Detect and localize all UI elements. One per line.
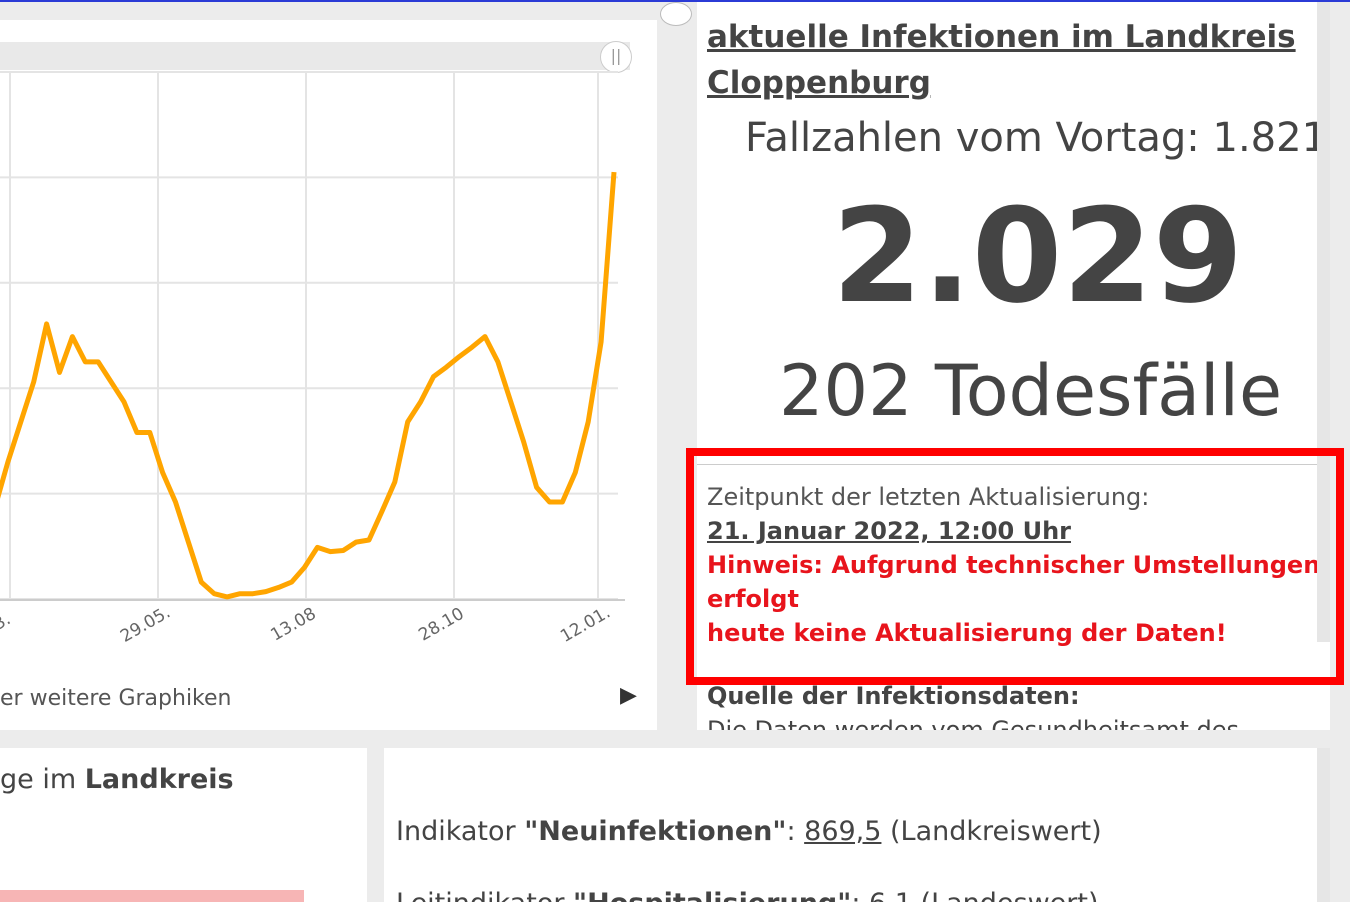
title-line: aktuelle Infektionen im Landkreis: [707, 19, 1296, 55]
update-date[interactable]: 21. Januar 2022, 12:00 Uhr: [707, 517, 1071, 545]
info-title: aktuelle Infektionen im Landkreis Cloppen…: [707, 14, 1296, 106]
previous-day: Fallzahlen vom Vortag: 1.821: [745, 115, 1328, 161]
chart-footer[interactable]: er weitere Graphiken: [0, 686, 232, 711]
update-info: Zeitpunkt der letzten Aktualisierung: 21…: [707, 480, 1320, 650]
highlight-box: [686, 448, 1344, 685]
x-tick-label: 13.08: [267, 604, 319, 646]
indicator: Indikator "Neuinfektionen": 869,5 (Landk…: [396, 796, 1102, 868]
source-label: Quelle der Infektionsdaten:: [707, 682, 1080, 710]
indicator-name: "Neuinfektionen": [524, 816, 787, 847]
divider: [697, 464, 1330, 465]
indicator-value[interactable]: 6,1: [869, 888, 912, 902]
line-chart: 03. 29.05. 13.08 28.10 12.01.: [0, 71, 625, 647]
expand-icon[interactable]: [660, 2, 692, 26]
data-line: [0, 171, 617, 600]
notice: Hinweis: Aufgrund technischer Umstellung…: [707, 551, 1321, 579]
source-text: Die Daten werden vom Gesundheitsamt des: [707, 716, 1240, 730]
update-label: Zeitpunkt der letzten Aktualisierung:: [707, 483, 1150, 511]
indicator-prefix: Indikator: [396, 816, 525, 847]
panel-title: ge im Landkreis: [0, 764, 234, 795]
indicator-list: Indikator "Neuinfektionen": 869,5 (Landk…: [396, 796, 1102, 902]
indicator-value[interactable]: 869,5: [804, 816, 882, 847]
indicator-suffix: (Landkreiswert): [881, 816, 1102, 847]
indicator-name: "Hospitalisierung": [573, 888, 851, 902]
indicator-sep: :: [851, 888, 869, 902]
x-tick-label: 29.05.: [117, 602, 174, 646]
bottom-left-panel: ge im Landkreis: [0, 748, 367, 902]
title-bold: Landkreis: [84, 764, 234, 795]
indicator-panel: Indikator "Neuinfektionen": 869,5 (Landk…: [384, 748, 1330, 902]
slider-handle[interactable]: ||: [600, 41, 632, 73]
x-tick-label: 12.01.: [557, 602, 614, 646]
next-arrow[interactable]: ▶: [620, 683, 637, 708]
bar-strip: [0, 890, 304, 902]
title-line: Cloppenburg: [707, 65, 931, 101]
notice: erfolgt: [707, 585, 799, 613]
indicator-suffix: (Landeswert): [912, 888, 1099, 902]
info-panel: aktuelle Infektionen im Landkreis Cloppen…: [697, 2, 1330, 730]
cases: 2.029: [832, 180, 1244, 332]
notice: heute keine Aktualisierung der Daten!: [707, 619, 1227, 647]
indicator-prefix: Leitindikator: [396, 888, 573, 902]
scrollbar[interactable]: [1317, 748, 1330, 902]
x-tick-label: 28.10: [415, 604, 467, 646]
deaths: 202 Todesfälle: [779, 350, 1283, 432]
title-text: ge im: [0, 764, 85, 795]
chart-panel: || 03. 29.05. 13.08 28.10 12.01. er weitere …: [0, 20, 657, 730]
scrollbar[interactable]: [1317, 2, 1330, 642]
indicator-sep: :: [786, 816, 805, 847]
x-tick-label: 03.: [0, 609, 14, 640]
indicator: Leitindikator "Hospitalisierung": 6,1 (L…: [396, 868, 1102, 902]
chart-toolbar: [0, 42, 630, 70]
